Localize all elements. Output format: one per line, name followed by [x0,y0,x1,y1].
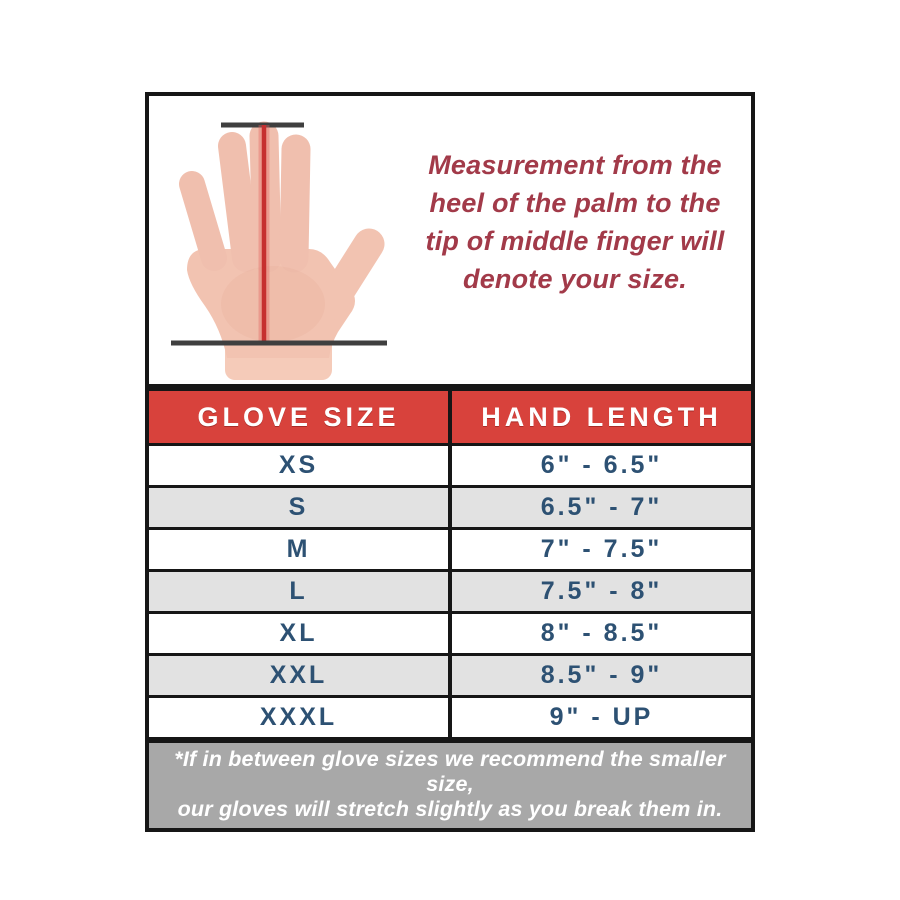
table-row: L 7.5" - 8" [149,569,751,611]
table-row: XXL 8.5" - 9" [149,653,751,695]
glove-size-cell: M [149,530,452,569]
instruction-line: Measurement from the [428,150,722,180]
table-row: S 6.5" - 7" [149,485,751,527]
glove-size-table: GLOVE SIZE HAND LENGTH XS 6" - 6.5" S 6.… [145,388,755,741]
instruction-line: heel of the palm to the [429,188,721,218]
hand-length-cell: 7.5" - 8" [540,577,663,605]
hand-length-cell: 6" - 6.5" [540,451,663,479]
pinky-finger [179,171,227,271]
measurement-panel: Measurement from the heel of the palm to… [145,92,755,388]
hand-illustration [171,121,387,380]
size-chart-content: Measurement from the heel of the palm to… [145,92,755,832]
hand-palm [187,249,355,358]
glove-size-cell: XL [149,614,452,653]
ring-finger [218,132,260,272]
thumb [315,228,385,320]
instruction-line: denote your size. [463,264,687,294]
table-row: XS 6" - 6.5" [149,443,751,485]
column-header-hand-length: HAND LENGTH [481,401,722,432]
hand-length-cell: 9" - UP [549,703,654,731]
glove-size-cell: XS [149,446,452,485]
glove-size-cell: XXL [149,656,452,695]
glove-size-cell: XXXL [149,698,452,737]
column-header-glove-size: GLOVE SIZE [149,391,452,443]
table-row: M 7" - 7.5" [149,527,751,569]
hand-length-cell: 6.5" - 7" [540,493,663,521]
index-finger [279,134,311,273]
hand-length-cell: 8.5" - 9" [540,661,663,689]
hand-length-cell: 7" - 7.5" [540,535,663,563]
glove-size-cell: S [149,488,452,527]
footnote-line: *If in between glove sizes we recommend … [174,747,726,796]
footnote-bar: *If in between glove sizes we recommend … [145,741,755,832]
palm-shading [221,266,325,342]
table-header-row: GLOVE SIZE HAND LENGTH [149,391,751,443]
table-row: XL 8" - 8.5" [149,611,751,653]
measurement-instructions: Measurement from the heel of the palm to… [401,146,749,298]
table-row: XXXL 9" - UP [149,695,751,737]
footnote-line: our gloves will stretch slightly as you … [177,797,723,821]
glove-size-cell: L [149,572,452,611]
hand-length-cell: 8" - 8.5" [540,619,663,647]
instruction-line: tip of middle finger will [425,226,725,256]
